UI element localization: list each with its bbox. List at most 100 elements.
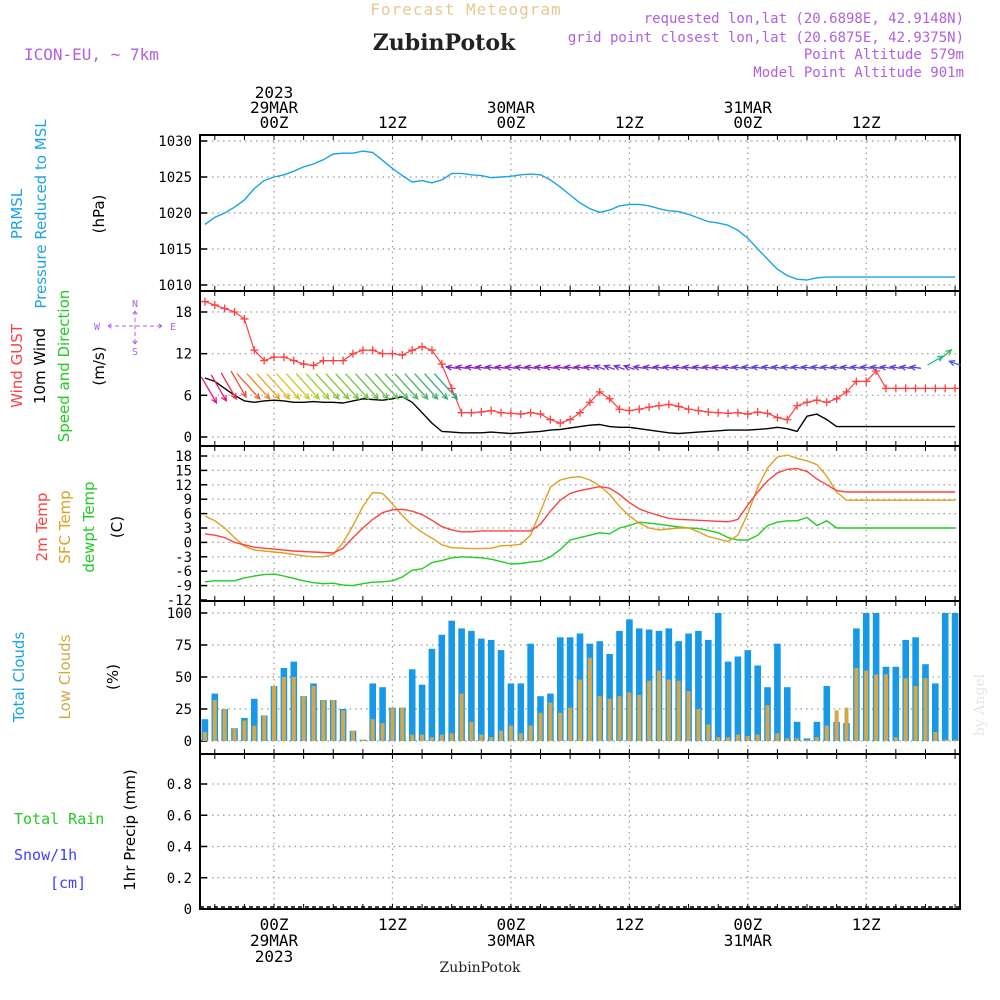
wind-arrow	[740, 364, 754, 371]
grid-lines	[201, 136, 959, 908]
wind-arrow	[908, 364, 922, 371]
gust-marker	[842, 387, 851, 396]
wind-arrow	[898, 364, 912, 371]
low-cloud-bar	[834, 710, 839, 741]
y-tick-label: -6	[175, 564, 192, 580]
gust-marker	[270, 353, 279, 362]
wind-arrow	[424, 373, 449, 401]
gust-marker	[467, 408, 476, 417]
low-cloud-bar	[459, 693, 464, 741]
compass-s: S	[132, 347, 138, 358]
gust-marker	[309, 361, 318, 370]
gust-marker	[812, 396, 821, 405]
gust-marker	[724, 409, 733, 418]
y-tick-label: -12	[167, 593, 192, 609]
gust-marker	[951, 384, 960, 393]
low-cloud-bar	[785, 738, 790, 741]
wind-arrow	[573, 364, 586, 371]
bottom-location: ZubinPotok	[439, 960, 521, 976]
low-cloud-bar	[913, 686, 918, 741]
low-cloud-bar	[943, 739, 948, 741]
wind-arrow	[711, 364, 724, 371]
low-cloud-bar	[548, 702, 553, 741]
total-cloud-bar	[635, 628, 643, 741]
low-cloud-bar	[824, 725, 829, 741]
gust-marker	[447, 384, 456, 393]
gust-marker	[852, 377, 861, 386]
total-cloud-bar	[438, 634, 446, 741]
temp-2m-line	[204, 467, 956, 554]
gust-marker	[556, 419, 565, 428]
low-cloud-bar	[380, 723, 385, 741]
precip-legend-unit: [cm]	[50, 874, 86, 892]
wind-arrow	[632, 364, 645, 371]
dewpt-line	[204, 516, 956, 587]
low-cloud-bar	[666, 679, 671, 741]
wind-arrow	[879, 364, 892, 371]
total-cloud-bar	[428, 648, 436, 741]
panel-label: Total Clouds	[10, 632, 28, 724]
gust-marker	[881, 384, 890, 393]
panel-label: Wind GUST	[8, 323, 26, 408]
y-tick-label: 9	[184, 492, 192, 508]
y-tick-label: 15	[175, 463, 192, 479]
y-tick-label: 12	[175, 478, 192, 494]
y-tick-label: 25	[175, 702, 192, 718]
compass-w: W	[94, 322, 101, 333]
time-label-top: 00Z	[733, 113, 762, 132]
total-cloud-bar	[557, 637, 564, 741]
gust-marker	[743, 410, 752, 419]
low-cloud-bar	[874, 674, 879, 741]
gust-marker	[210, 301, 219, 310]
total-cloud-bar	[813, 721, 821, 741]
wind-arrow	[504, 364, 517, 371]
low-cloud-bar	[657, 670, 661, 741]
wind-arrow	[927, 355, 945, 366]
gust-marker	[398, 351, 407, 360]
low-cloud-bar	[587, 657, 592, 741]
low-cloud-bar	[321, 700, 326, 741]
low-cloud-bar	[765, 705, 770, 741]
wind-arrow	[335, 373, 360, 400]
total-cloud-bar	[951, 613, 959, 741]
low-cloud-bar	[212, 700, 217, 741]
y-tick-label: 3	[184, 521, 192, 537]
low-cloud-bar	[479, 734, 484, 741]
gust-marker	[427, 346, 436, 355]
wind-arrow	[760, 364, 774, 371]
wind-arrow	[582, 364, 596, 371]
pressure-line	[204, 150, 956, 281]
time-label-top: 00Z	[260, 113, 289, 132]
time-label-bottom: 00Z	[733, 915, 762, 934]
wind-arrow	[295, 373, 321, 401]
wind-arrow	[642, 364, 655, 371]
panel-label: (hPa)	[90, 195, 108, 234]
wind-arrow	[494, 364, 507, 371]
gust-marker	[753, 408, 762, 416]
time-label-bottom: 12Z	[615, 915, 644, 934]
wind-arrow	[612, 364, 625, 371]
gust-marker	[279, 353, 288, 362]
panel-frame	[199, 753, 961, 910]
time-label-bottom: 00Z	[496, 915, 525, 934]
low-cloud-bar	[351, 730, 355, 741]
low-cloud-bar	[844, 707, 849, 741]
gust-marker	[576, 408, 584, 417]
low-cloud-bar	[795, 738, 800, 741]
low-cloud-bar	[301, 696, 306, 741]
low-cloud-bar	[893, 737, 898, 741]
wind-arrow	[345, 373, 370, 400]
wind-arrow	[731, 364, 744, 371]
y-tick-label: 6	[184, 507, 192, 523]
gust-marker	[694, 406, 703, 415]
wind-arrow	[433, 373, 459, 400]
total-cloud-bar	[418, 684, 426, 741]
wind-speed-line	[204, 377, 956, 435]
low-cloud-bar	[568, 707, 573, 741]
gust-marker	[348, 349, 357, 358]
y-tick-label: -3	[175, 550, 192, 566]
wind-arrow	[325, 373, 350, 401]
gust-marker	[477, 408, 486, 416]
low-cloud-bar	[242, 720, 247, 741]
